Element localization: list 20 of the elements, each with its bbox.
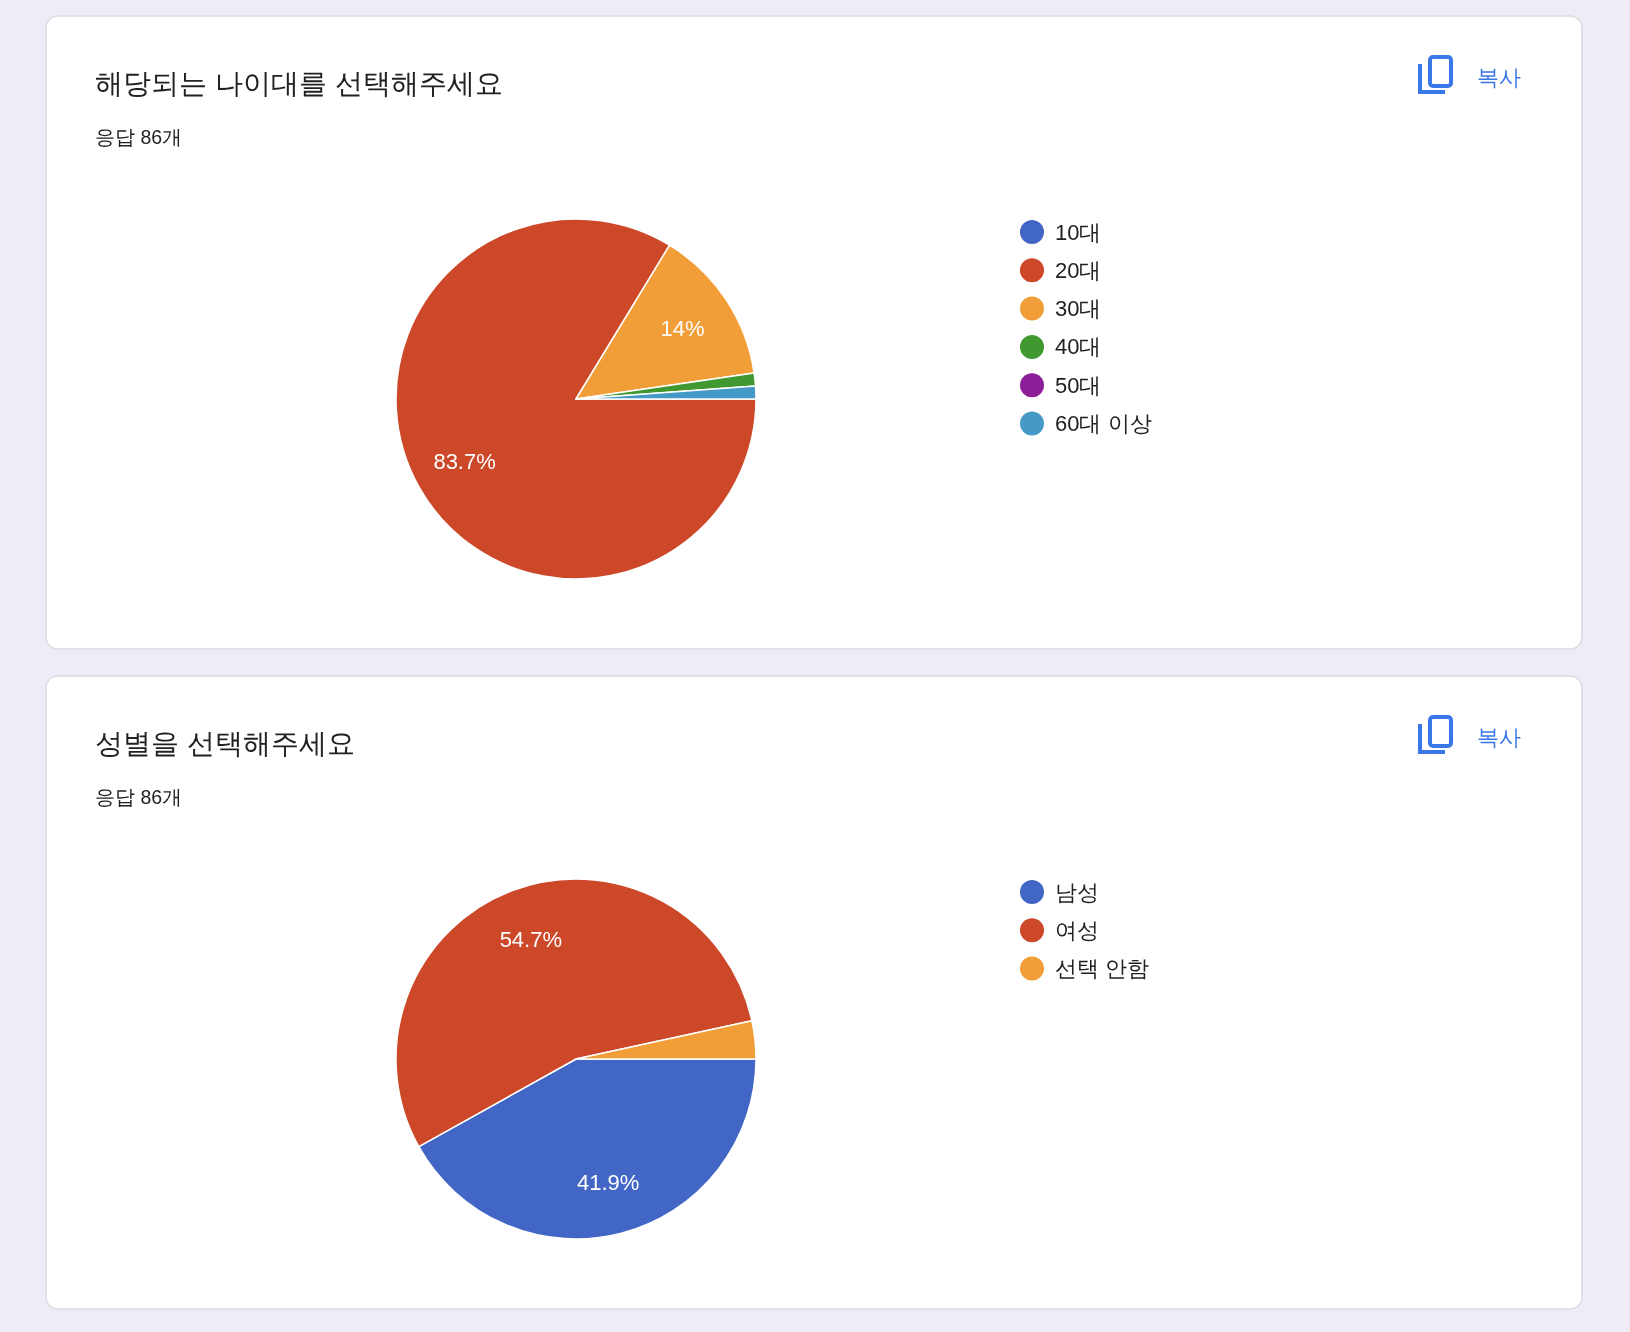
legend-label: 선택 안함	[1055, 956, 1150, 982]
data-label: 14%	[660, 316, 705, 341]
legend-label: 30대	[1055, 296, 1102, 322]
legend-label: 50대	[1055, 372, 1102, 398]
text: 응답 86개	[95, 126, 183, 148]
pie-slice	[395, 218, 757, 580]
legend-label: 10대	[1055, 219, 1102, 245]
chart-title: 해당되는 나이대를 선택해주세요	[95, 68, 503, 99]
data-label: 83.7%	[433, 449, 496, 475]
text: 복사	[1477, 65, 1521, 90]
legend-label: 60대 이상	[1055, 411, 1152, 436]
legend-label: 남성	[1055, 879, 1099, 905]
data-label: 54.7%	[499, 926, 563, 952]
text: 복사	[1477, 725, 1521, 750]
legend-label: 20대	[1055, 257, 1102, 283]
text: 응답 86개	[95, 786, 183, 808]
legend-label: 40대	[1055, 334, 1102, 360]
chart-title: 성별을 선택해주세요	[95, 728, 355, 759]
legend-label: 여성	[1055, 917, 1099, 943]
data-label: 41.9%	[576, 1170, 640, 1196]
